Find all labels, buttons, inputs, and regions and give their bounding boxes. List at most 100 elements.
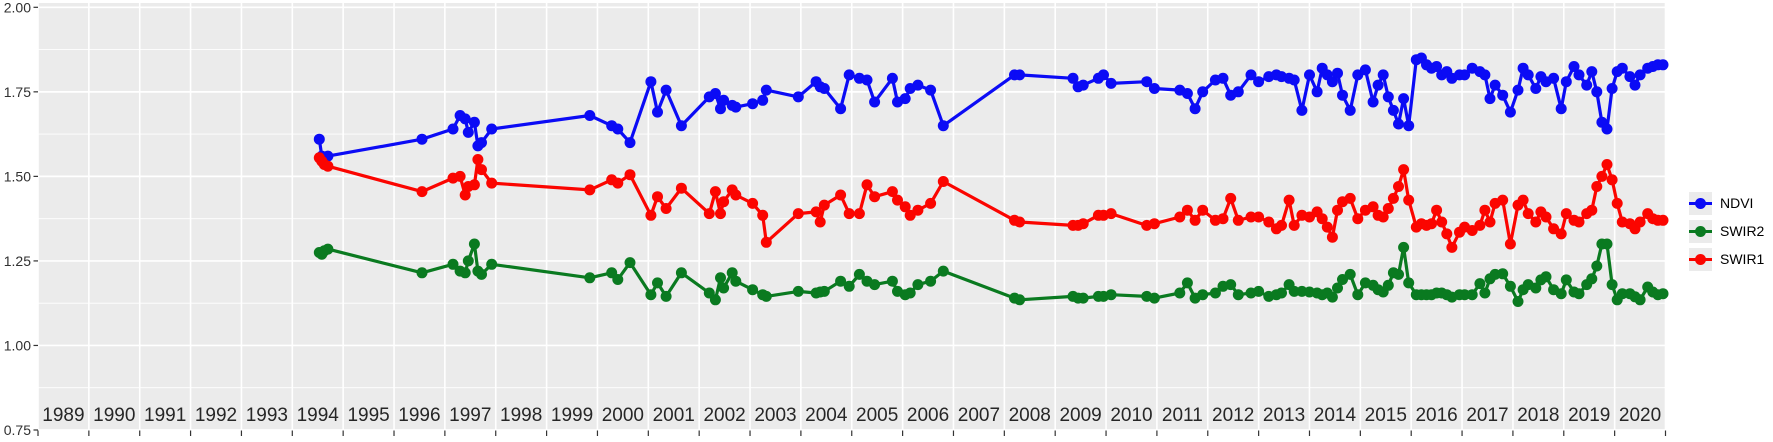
data-point-swir1 — [810, 206, 822, 218]
legend-item-ndvi: NDVI — [1689, 192, 1764, 215]
data-point-ndvi — [1181, 88, 1193, 99]
data-point-ndvi — [313, 133, 325, 145]
legend-label-ndvi: NDVI — [1720, 195, 1754, 211]
data-point-swir1 — [322, 160, 334, 172]
data-point-swir2 — [1209, 287, 1221, 299]
data-point-swir1 — [1332, 204, 1343, 216]
data-point-swir1 — [730, 189, 742, 201]
data-point-swir2 — [1591, 260, 1603, 272]
x-tick-label: 1994 — [297, 405, 340, 426]
y-tick-label: 1.00 — [4, 337, 31, 353]
data-point-swir2 — [1352, 289, 1364, 301]
data-point-ndvi — [1337, 89, 1348, 101]
data-point-swir1 — [899, 201, 911, 213]
data-point-swir1 — [612, 177, 624, 189]
data-point-swir2 — [447, 258, 459, 270]
data-point-swir1 — [1014, 216, 1026, 228]
data-point-swir1 — [1497, 194, 1509, 206]
data-point-ndvi — [462, 126, 474, 138]
data-point-swir2 — [1344, 268, 1356, 280]
data-point-ndvi — [1359, 64, 1371, 76]
data-point-swir1 — [1484, 216, 1496, 228]
x-tick-label: 2005 — [856, 405, 898, 426]
x-tick-label: 1997 — [449, 405, 491, 426]
data-point-ndvi — [584, 110, 596, 121]
data-point-swir1 — [937, 176, 949, 187]
data-point-swir1 — [912, 204, 924, 216]
data-point-ndvi — [1067, 72, 1079, 84]
data-point-ndvi — [1555, 103, 1567, 115]
data-point-ndvi — [1431, 61, 1443, 72]
data-point-swir1 — [760, 236, 772, 248]
data-point-ndvi — [818, 83, 830, 94]
data-point-swir1 — [861, 179, 873, 191]
data-point-ndvi — [1403, 120, 1415, 132]
y-tick-label: 1.75 — [4, 84, 31, 100]
data-point-swir1 — [459, 189, 471, 201]
data-point-swir2 — [1459, 289, 1471, 301]
data-point-swir1 — [1398, 164, 1410, 176]
data-point-swir2 — [476, 268, 487, 280]
data-point-ndvi — [612, 123, 624, 135]
data-point-swir1 — [1352, 213, 1364, 225]
data-point-ndvi — [792, 91, 804, 103]
data-point-ndvi — [1512, 84, 1524, 96]
data-point-swir1 — [1560, 208, 1572, 220]
data-point-swir1 — [757, 209, 769, 221]
data-point-swir1 — [1403, 194, 1415, 206]
x-tick-label: 1998 — [500, 405, 542, 426]
legend-key-swir2 — [1689, 220, 1712, 243]
data-point-swir1 — [709, 186, 721, 198]
x-tick-label: 2007 — [958, 405, 1000, 426]
data-point-ndvi — [1288, 74, 1300, 86]
x-tick-label: 2019 — [1568, 405, 1610, 426]
data-point-swir1 — [1436, 216, 1448, 228]
data-point-ndvi — [1581, 79, 1593, 91]
data-point-swir1 — [1344, 192, 1356, 204]
legend-item-swir1: SWIR1 — [1689, 248, 1764, 271]
data-point-ndvi — [1344, 104, 1356, 116]
data-point-swir1 — [1474, 219, 1486, 231]
data-point-ndvi — [715, 103, 726, 115]
data-point-ndvi — [1530, 83, 1542, 94]
data-point-swir1 — [1253, 211, 1265, 223]
data-point-swir2 — [1077, 292, 1089, 304]
data-point-swir1 — [1522, 208, 1534, 220]
data-point-swir2 — [624, 257, 636, 269]
data-point-swir1 — [1148, 218, 1160, 230]
data-point-ndvi — [912, 79, 924, 91]
y-tick-label: 0.75 — [4, 422, 31, 438]
data-point-swir1 — [1105, 208, 1117, 220]
data-point-swir1 — [1326, 231, 1338, 243]
y-tick-label: 2.00 — [4, 0, 31, 15]
x-tick-label: 2020 — [1619, 405, 1661, 426]
data-point-ndvi — [652, 106, 663, 118]
legend-key-ndvi — [1689, 192, 1712, 215]
data-point-swir2 — [1466, 289, 1478, 301]
data-point-swir1 — [1181, 204, 1193, 216]
data-point-swir1 — [1601, 159, 1613, 170]
data-point-swir1 — [1540, 211, 1552, 223]
data-point-ndvi — [1326, 76, 1338, 88]
data-point-ndvi — [468, 116, 480, 128]
x-tick-label: 2004 — [805, 405, 848, 426]
data-point-swir2 — [730, 275, 742, 287]
data-point-swir1 — [718, 196, 730, 208]
data-point-ndvi — [1634, 69, 1646, 81]
legend-key-swir1 — [1689, 248, 1712, 271]
data-point-swir1 — [835, 189, 847, 201]
data-point-swir2 — [1474, 278, 1486, 290]
data-point-ndvi — [447, 123, 459, 135]
data-point-swir2 — [660, 290, 672, 302]
data-point-swir2 — [1616, 288, 1628, 300]
data-point-ndvi — [886, 72, 898, 84]
data-point-ndvi — [1459, 69, 1471, 81]
x-tick-label: 1989 — [42, 405, 84, 426]
data-point-ndvi — [660, 84, 672, 96]
data-point-swir1 — [1573, 216, 1585, 228]
data-point-ndvi — [1387, 104, 1399, 116]
data-point-swir1 — [1517, 194, 1529, 206]
data-point-swir2 — [937, 265, 949, 277]
data-point-swir2 — [1382, 279, 1394, 291]
